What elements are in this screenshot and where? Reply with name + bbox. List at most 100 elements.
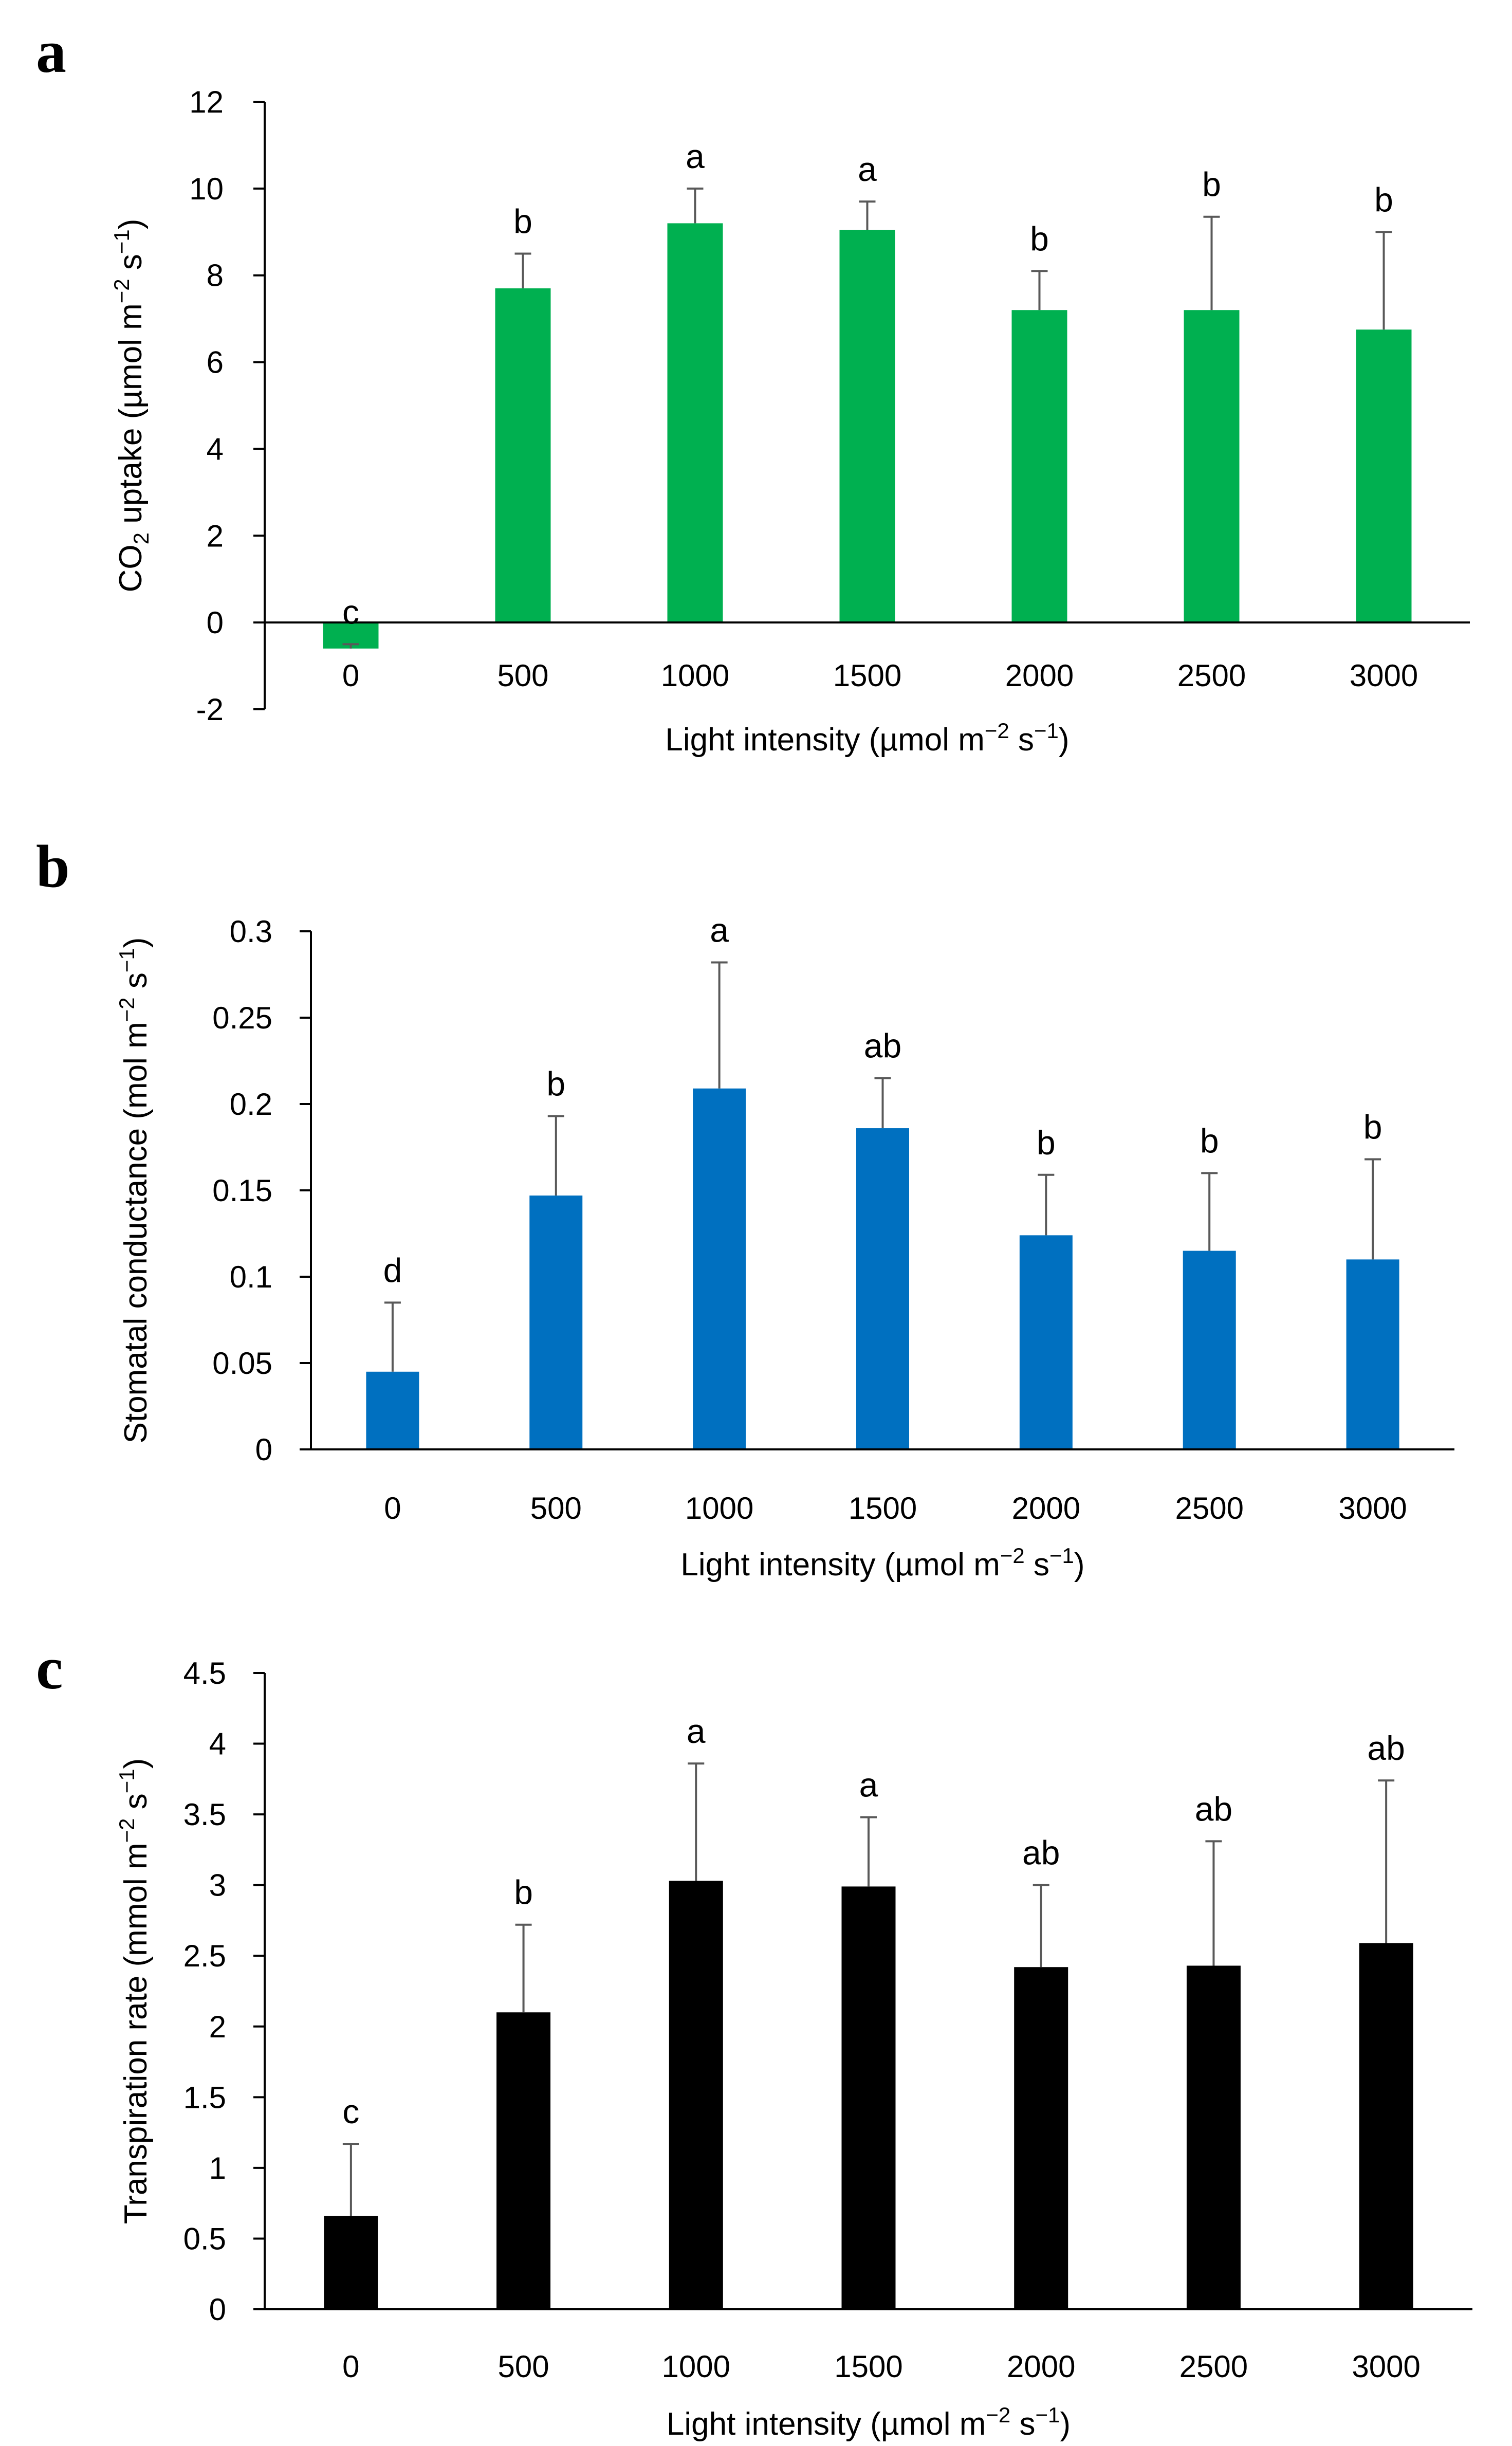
x-tick-label: 2000 bbox=[1007, 2349, 1075, 2384]
panel-label: c bbox=[36, 1634, 63, 1702]
significance-label: b bbox=[1202, 165, 1221, 204]
y-tick-label: 3 bbox=[209, 1868, 226, 1903]
x-tick-label: 3000 bbox=[1352, 2349, 1420, 2384]
significance-label: b bbox=[546, 1065, 565, 1103]
x-tick-label: 2500 bbox=[1179, 2349, 1248, 2384]
bar bbox=[324, 2216, 378, 2309]
y-tick-label: 0 bbox=[255, 1432, 272, 1467]
significance-label: a bbox=[687, 1712, 706, 1750]
y-tick-label: 4.5 bbox=[183, 1656, 226, 1690]
significance-label: b bbox=[514, 1873, 533, 1911]
bar bbox=[841, 1886, 896, 2309]
bar bbox=[1356, 329, 1412, 623]
bar bbox=[693, 1088, 746, 1449]
significance-label: ab bbox=[1022, 1834, 1060, 1872]
significance-label: ab bbox=[1367, 1729, 1405, 1767]
y-tick-label: 2 bbox=[209, 2010, 226, 2044]
bar bbox=[366, 1371, 419, 1449]
significance-label: a bbox=[710, 911, 729, 949]
bar bbox=[1359, 1943, 1413, 2309]
x-tick-label: 2500 bbox=[1177, 658, 1246, 693]
y-tick-label: 2 bbox=[207, 519, 224, 553]
significance-label: ab bbox=[1195, 1790, 1232, 1828]
y-tick-label: 0.2 bbox=[230, 1087, 272, 1121]
y-tick-label: 8 bbox=[207, 259, 224, 293]
bar bbox=[1019, 1235, 1073, 1449]
significance-label: c bbox=[342, 2092, 359, 2130]
bar bbox=[1184, 310, 1240, 623]
panel-label: a bbox=[36, 18, 66, 85]
x-axis-title: Light intensity (µmol m−2 s−1) bbox=[680, 1543, 1084, 1583]
y-tick-label: 4 bbox=[209, 1727, 226, 1761]
significance-label: b bbox=[1374, 180, 1393, 218]
x-tick-label: 0 bbox=[384, 1491, 401, 1525]
significance-label: b bbox=[513, 203, 532, 241]
x-tick-label: 1000 bbox=[661, 658, 729, 693]
significance-label: a bbox=[859, 1766, 878, 1804]
x-axis-title: Light intensity (µmol m−2 s−1) bbox=[665, 719, 1069, 758]
bar bbox=[1011, 310, 1067, 623]
bar bbox=[496, 2012, 551, 2309]
bar bbox=[1183, 1250, 1236, 1449]
significance-label: b bbox=[1200, 1121, 1219, 1160]
y-tick-label: 0.25 bbox=[212, 1001, 272, 1035]
bar bbox=[529, 1196, 583, 1449]
x-tick-label: 3000 bbox=[1338, 1491, 1407, 1525]
significance-label: a bbox=[858, 150, 877, 188]
y-axis-title: CO2 uptake (µmol m−2 s−1) bbox=[109, 219, 153, 593]
panel-label: b bbox=[36, 833, 70, 900]
significance-label: d bbox=[383, 1251, 402, 1289]
y-tick-label: 0.5 bbox=[183, 2221, 226, 2256]
y-tick-label: 1 bbox=[209, 2151, 226, 2185]
y-tick-label: 12 bbox=[189, 85, 224, 119]
panel-c: c 0 0.5 1 1.5 2 2.5 3 3.5 4 4.5 c b a a ab ab ab 0 500 1000 1… bbox=[36, 1634, 1472, 2442]
bar bbox=[1346, 1259, 1399, 1449]
significance-label: b bbox=[1030, 219, 1049, 258]
significance-label: a bbox=[686, 137, 705, 175]
x-tick-label: 0 bbox=[342, 658, 359, 693]
significance-label: ab bbox=[864, 1027, 901, 1065]
x-axis-title: Light intensity (µmol m−2 s−1) bbox=[667, 2403, 1071, 2442]
x-tick-label: 2000 bbox=[1012, 1491, 1080, 1525]
y-tick-label: 0.3 bbox=[230, 914, 272, 949]
y-tick-label: 1.5 bbox=[183, 2080, 226, 2114]
x-tick-label: 1000 bbox=[662, 2349, 730, 2384]
y-tick-label: 10 bbox=[189, 172, 224, 206]
panel-a: a -2 0 2 4 6 8 10 12 c b a a b b b 0 500 1000 1500 2000 2500 3… bbox=[36, 18, 1470, 758]
y-axis-title: Transpiration rate (mmol m−2 s−1) bbox=[115, 1758, 154, 2224]
x-tick-label: 500 bbox=[497, 658, 548, 693]
x-tick-label: 1500 bbox=[849, 1491, 917, 1525]
bar bbox=[667, 223, 723, 623]
x-tick-label: 1000 bbox=[685, 1491, 753, 1525]
significance-label: c bbox=[342, 593, 359, 631]
bar bbox=[669, 1881, 723, 2309]
bar bbox=[495, 288, 551, 623]
y-tick-label: 0.1 bbox=[230, 1260, 272, 1294]
x-tick-label: 500 bbox=[530, 1491, 582, 1525]
x-tick-label: 500 bbox=[498, 2349, 549, 2384]
y-tick-label: 0 bbox=[209, 2292, 226, 2327]
significance-label: b bbox=[1363, 1108, 1382, 1146]
x-tick-label: 2500 bbox=[1175, 1491, 1243, 1525]
bar bbox=[856, 1128, 909, 1449]
x-tick-label: 1500 bbox=[834, 2349, 902, 2384]
y-tick-label: 0.05 bbox=[212, 1346, 272, 1381]
y-tick-label: 4 bbox=[207, 432, 224, 466]
significance-label: b bbox=[1037, 1124, 1056, 1162]
x-tick-label: 1500 bbox=[833, 658, 901, 693]
y-tick-label: 2.5 bbox=[183, 1939, 226, 1973]
y-tick-label: 6 bbox=[207, 345, 224, 380]
bar bbox=[839, 230, 895, 623]
y-tick-label: -2 bbox=[196, 692, 224, 727]
x-tick-label: 3000 bbox=[1350, 658, 1418, 693]
bar bbox=[1186, 1965, 1241, 2309]
y-tick-label: 0 bbox=[207, 605, 224, 640]
bar bbox=[1014, 1967, 1068, 2309]
x-tick-label: 0 bbox=[342, 2349, 359, 2384]
y-axis-title: Stomatal conductance (mol m−2 s−1) bbox=[115, 937, 154, 1444]
y-tick-label: 0.15 bbox=[212, 1173, 272, 1208]
x-tick-label: 2000 bbox=[1005, 658, 1074, 693]
y-tick-label: 3.5 bbox=[183, 1797, 226, 1832]
